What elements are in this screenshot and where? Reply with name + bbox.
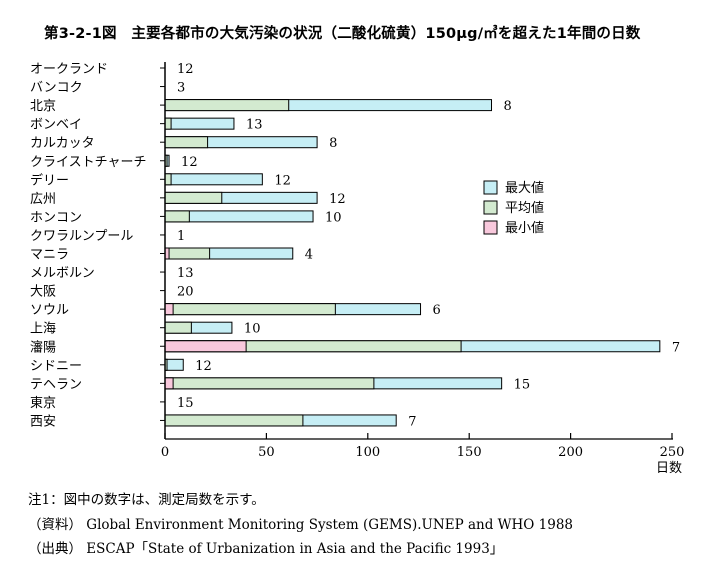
station-count-label: 6 — [433, 303, 441, 318]
city-label: デリー — [30, 172, 69, 188]
city-label: 西安 — [30, 414, 56, 429]
city-label: 北京 — [30, 99, 56, 114]
bar-avg — [164, 210, 190, 223]
bar-avg — [164, 99, 290, 112]
station-count-label: 13 — [177, 266, 194, 281]
x-axis-label: 日数 — [656, 461, 682, 476]
city-label: クワラルンプール — [30, 229, 133, 244]
station-count-label: 8 — [329, 136, 337, 151]
legend-swatch — [483, 180, 498, 195]
bar-min — [164, 303, 174, 316]
legend-label: 最大値 — [505, 180, 544, 196]
city-label: メルボルン — [30, 266, 95, 281]
note-station-count: 注1：図中の数字は、測定局数を示す。 — [28, 492, 265, 508]
station-count-label: 1 — [177, 229, 185, 244]
legend-label: 最小値 — [505, 220, 544, 236]
bars: 12 3 8 13 8 12 12 12 10 1 4 13 20 6 10 7 12 15 15 7 — [164, 62, 680, 429]
bar-max — [164, 173, 263, 186]
x-tick-label: 250 — [660, 445, 685, 460]
city-labels: オークランドバンコク北京ボンベイカルカッタクライストチャーチデリー広州ホンコンク… — [30, 62, 146, 429]
city-label: シドニー — [30, 359, 82, 374]
bar-avg — [164, 117, 172, 130]
station-count-label: 12 — [181, 155, 198, 170]
station-count-label: 12 — [177, 62, 194, 77]
station-count-label: 8 — [504, 99, 512, 114]
x-tick-label: 150 — [457, 445, 482, 460]
bar-avg — [164, 191, 223, 204]
legend-swatch — [483, 200, 498, 215]
x-tick-label: 100 — [355, 445, 380, 460]
city-label: カルカッタ — [30, 136, 95, 151]
legend-swatch — [483, 220, 498, 235]
station-count-label: 13 — [246, 118, 263, 133]
city-label: ソウル — [30, 303, 69, 318]
city-label: 広州 — [30, 192, 56, 207]
bar-avg — [164, 136, 209, 149]
station-count-label: 4 — [305, 248, 313, 263]
city-label: 瀋陽 — [30, 339, 56, 355]
city-label: 大阪 — [30, 285, 56, 300]
city-label: 上海 — [30, 322, 56, 337]
bar-min — [164, 340, 247, 353]
station-count-label: 10 — [244, 322, 261, 337]
bar-avg — [164, 321, 192, 334]
x-tick-label: 0 — [161, 445, 169, 460]
station-count-label: 12 — [274, 173, 291, 188]
bar-max — [164, 358, 184, 371]
station-count-label: 12 — [329, 192, 346, 207]
x-tick-label: 200 — [558, 445, 583, 460]
bar-min — [164, 377, 174, 390]
legend-label: 平均値 — [505, 200, 544, 216]
station-count-label: 15 — [177, 396, 194, 411]
station-count-label: 12 — [195, 359, 212, 374]
city-label: オークランド — [30, 62, 108, 77]
chart-title: 第3-2-1図 主要各都市の大気汚染の状況（二酸化硫黄）150μg/㎥を超えた1… — [44, 26, 641, 42]
bar-avg — [164, 173, 172, 186]
city-label: ホンコン — [30, 210, 82, 225]
note-source-publication: （出典） ESCAP「State of Urbanization in Asia… — [28, 541, 504, 557]
station-count-label: 7 — [408, 414, 416, 429]
bar-avg — [164, 303, 336, 316]
note-source-data: （資料） Global Environment Monitoring Syste… — [28, 517, 574, 533]
chart: オークランドバンコク北京ボンベイカルカッタクライストチャーチデリー広州ホンコンク… — [30, 62, 684, 476]
bar-avg — [164, 414, 304, 427]
city-label: クライストチャーチ — [30, 155, 146, 170]
station-count-label: 3 — [177, 81, 185, 96]
city-label: マニラ — [30, 248, 69, 263]
bar-avg — [164, 247, 211, 260]
city-label: テヘラン — [30, 377, 82, 392]
station-count-label: 20 — [177, 285, 194, 300]
city-label: バンコク — [30, 81, 83, 96]
station-count-label: 15 — [514, 377, 531, 392]
station-count-label: 7 — [672, 340, 680, 355]
city-label: ボンベイ — [30, 118, 82, 133]
x-tick-label: 50 — [258, 445, 275, 460]
station-count-label: 10 — [325, 210, 342, 225]
city-label: 東京 — [30, 395, 56, 411]
bar-max — [164, 117, 235, 130]
bar-avg — [164, 377, 375, 390]
